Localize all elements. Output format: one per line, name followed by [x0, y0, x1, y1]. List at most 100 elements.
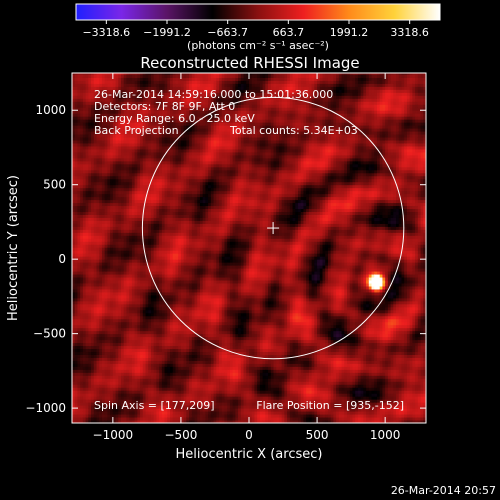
heatmap-cell — [107, 366, 111, 370]
heatmap-cell — [112, 408, 117, 412]
heatmap-cell — [80, 417, 84, 421]
heatmap-cell — [129, 345, 133, 350]
heatmap-cell — [85, 73, 89, 75]
heatmap-cell — [112, 378, 117, 382]
heatmap-cell — [93, 351, 98, 355]
heatmap-cell — [101, 265, 106, 269]
heatmap-cell — [101, 417, 106, 421]
heatmap-cell — [99, 104, 103, 108]
heatmap-cell — [131, 172, 136, 177]
heatmap-cell — [107, 80, 111, 84]
heatmap-cell — [115, 366, 119, 370]
heatmap-cell — [99, 95, 103, 99]
heatmap-cell — [112, 190, 117, 195]
heatmap-cell — [118, 199, 122, 204]
heatmap-cell — [104, 125, 108, 129]
heatmap-cell — [107, 330, 111, 335]
heatmap-cell — [126, 363, 130, 367]
heatmap-cell — [77, 223, 81, 227]
heatmap-cell — [77, 98, 81, 102]
heatmap-cell — [72, 366, 76, 370]
heatmap-cell — [104, 148, 108, 153]
heatmap-cell — [80, 375, 84, 379]
heatmap-cell — [107, 387, 111, 391]
heatmap-cell — [101, 73, 106, 75]
heatmap-cell — [118, 101, 122, 105]
heatmap-cell — [99, 336, 103, 341]
heatmap-cell — [121, 393, 125, 397]
heatmap-cell — [85, 169, 89, 174]
heatmap-cell — [72, 408, 76, 412]
heatmap-cell — [91, 253, 95, 257]
heatmap-cell — [77, 235, 81, 239]
heatmap-cell — [107, 107, 111, 111]
heatmap-cell — [80, 73, 84, 75]
heatmap-cell — [115, 306, 119, 311]
heatmap-cell — [96, 288, 100, 293]
heatmap-cell — [93, 80, 98, 84]
heatmap-cell — [104, 196, 108, 201]
heatmap-cell — [115, 411, 119, 415]
heatmap-cell — [91, 330, 95, 335]
heatmap-cell — [107, 184, 111, 189]
heatmap-cell — [115, 113, 119, 117]
heatmap-cell — [101, 83, 106, 87]
heatmap-cell — [80, 339, 84, 344]
heatmap-cell — [93, 232, 98, 236]
heatmap-cell — [104, 128, 108, 132]
heatmap-cell — [107, 125, 111, 129]
heatmap-cell — [123, 247, 127, 251]
heatmap-cell — [82, 348, 87, 353]
heatmap-cell — [80, 166, 84, 171]
heatmap-cell — [121, 274, 125, 278]
heatmap-cell — [99, 288, 103, 293]
heatmap-cell — [112, 187, 117, 192]
heatmap-cell — [118, 235, 122, 239]
heatmap-cell — [74, 86, 78, 90]
heatmap-cell — [115, 86, 119, 90]
heatmap-cell — [121, 73, 125, 75]
heatmap-cell — [80, 381, 84, 385]
heatmap-cell — [91, 411, 95, 415]
heatmap-cell — [104, 145, 108, 150]
heatmap-cell — [88, 262, 92, 266]
heatmap-cell — [96, 309, 100, 314]
heatmap-cell — [101, 369, 106, 373]
heatmap-cell — [101, 357, 106, 361]
heatmap-cell — [99, 181, 103, 186]
heatmap-cell — [115, 131, 119, 135]
heatmap-cell — [80, 321, 84, 326]
heatmap-cell — [93, 205, 98, 210]
heatmap-cell — [104, 342, 108, 347]
heatmap-cell — [99, 80, 103, 84]
heatmap-cell — [93, 226, 98, 230]
heatmap-cell — [85, 116, 89, 120]
heatmap-cell — [99, 348, 103, 353]
heatmap-cell — [107, 119, 111, 123]
heatmap-cell — [110, 327, 114, 332]
heatmap-cell — [123, 333, 127, 338]
heatmap-cell — [126, 288, 130, 293]
heatmap-cell — [96, 354, 100, 358]
heatmap-cell — [74, 280, 78, 284]
heatmap-cell — [80, 247, 84, 251]
heatmap-cell — [110, 184, 114, 189]
heatmap-cell — [80, 297, 84, 302]
heatmap-cell — [107, 229, 111, 233]
heatmap-cell — [129, 163, 133, 168]
heatmap-cell — [93, 196, 98, 201]
heatmap-cell — [82, 250, 87, 254]
heatmap-cell — [77, 399, 81, 403]
heatmap-cell — [129, 265, 133, 269]
heatmap-cell — [118, 74, 122, 78]
heatmap-cell — [129, 166, 133, 171]
heatmap-cell — [101, 202, 106, 207]
heatmap-cell — [72, 184, 76, 189]
heatmap-cell — [85, 333, 89, 338]
heatmap-cell — [80, 205, 84, 210]
heatmap-cell — [112, 280, 117, 284]
heatmap-cell — [118, 312, 122, 317]
heatmap-cell — [96, 333, 100, 338]
heatmap-cell — [74, 199, 78, 204]
heatmap-cell — [129, 131, 133, 135]
